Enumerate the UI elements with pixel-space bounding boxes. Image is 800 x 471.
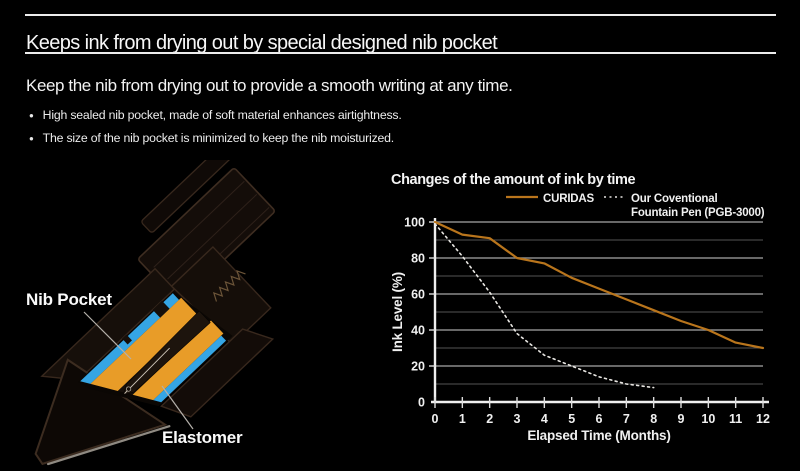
pen-front-cone — [34, 358, 168, 466]
svg-text:12: 12 — [756, 412, 770, 426]
nib-pocket-left — [90, 297, 198, 391]
y-tick-labels: 0 20 40 60 80 100 — [404, 216, 435, 410]
svg-text:1: 1 — [459, 412, 466, 426]
svg-text:2: 2 — [486, 412, 493, 426]
header-rule-bottom — [25, 52, 776, 54]
gridlines — [435, 221, 763, 385]
svg-text:7: 7 — [623, 412, 630, 426]
bullet-list: ● High sealed nib pocket, made of soft m… — [29, 108, 402, 154]
pen-clip — [141, 160, 239, 233]
mechanism-spring — [212, 269, 246, 302]
elastomer-strip-right — [153, 335, 227, 403]
list-item: ● The size of the nib pocket is minimize… — [29, 131, 402, 145]
nib-pocket-right — [132, 320, 224, 401]
svg-text:8: 8 — [650, 412, 657, 426]
svg-text:40: 40 — [411, 324, 425, 338]
pen-cross-section-diagram — [34, 160, 275, 466]
bullet-text: High sealed nib pocket, made of soft mat… — [42, 108, 402, 122]
svg-text:100: 100 — [404, 216, 425, 230]
page-title: Keeps ink from drying out by special des… — [26, 32, 498, 55]
series-line-0 — [433, 220, 765, 350]
x-tick-labels: 0 1 2 3 4 5 6 7 8 9 10 11 12 — [432, 397, 770, 426]
svg-text:9: 9 — [678, 412, 685, 426]
nib-breather-hole — [125, 386, 132, 392]
svg-text:20: 20 — [411, 360, 425, 374]
elastomer-pointer-line — [161, 385, 194, 430]
svg-text:60: 60 — [411, 288, 425, 302]
svg-text:10: 10 — [701, 412, 715, 426]
cone-grey-edge — [46, 425, 171, 466]
pocket-step-notch — [152, 300, 170, 318]
bullet-icon: ● — [29, 110, 34, 120]
nib-pocket-label: Nib Pocket — [26, 290, 112, 309]
svg-text:Our Coventional: Our Coventional — [631, 193, 717, 205]
svg-text:Fountain Pen (PGB-3000): Fountain Pen (PGB-3000) — [631, 207, 765, 219]
nib — [122, 310, 211, 396]
svg-text:80: 80 — [411, 252, 425, 266]
svg-text:5: 5 — [568, 412, 575, 426]
svg-text:0: 0 — [418, 396, 425, 410]
chart-title: Changes of the amount of ink by time — [391, 172, 636, 188]
bullet-icon: ● — [29, 133, 34, 143]
nib-pocket-pointer-line — [83, 311, 132, 360]
legend: CURIDAS Our Coventional Fountain Pen (PGB-… — [506, 193, 765, 219]
y-axis-title: Ink Level (%) — [390, 272, 405, 352]
elastomer-label: Elastomer — [162, 428, 243, 447]
svg-text:3: 3 — [514, 412, 521, 426]
list-item: ● High sealed nib pocket, made of soft m… — [29, 108, 402, 122]
bullet-text: The size of the nib pocket is minimized … — [42, 131, 395, 145]
svg-text:0: 0 — [432, 412, 439, 426]
svg-text:6: 6 — [596, 412, 603, 426]
svg-text:CURIDAS: CURIDAS — [543, 193, 595, 205]
svg-text:4: 4 — [541, 412, 548, 426]
header-rule-top — [25, 14, 776, 16]
x-axis-title: Elapsed Time (Months) — [527, 428, 670, 443]
svg-text:11: 11 — [729, 412, 742, 426]
nib-slit — [124, 347, 170, 394]
subtitle: Keep the nib from drying out to provide … — [26, 76, 513, 95]
series-line-1 — [434, 222, 655, 389]
pocket-step-notch — [122, 334, 132, 345]
